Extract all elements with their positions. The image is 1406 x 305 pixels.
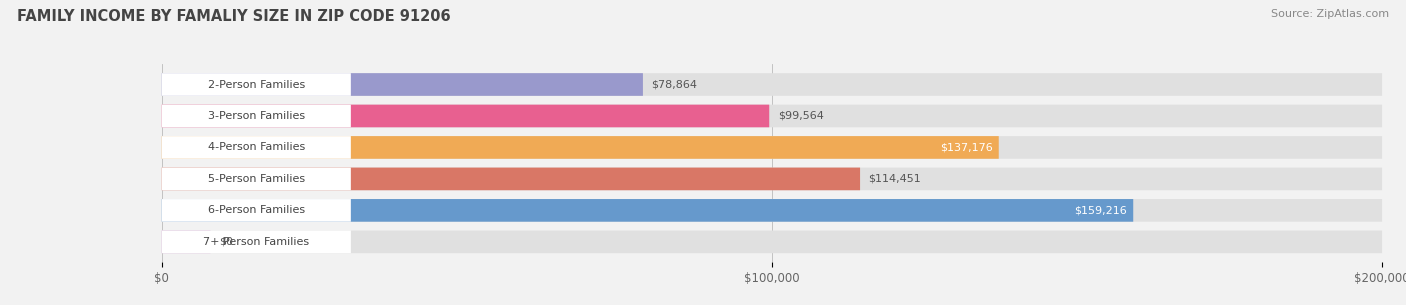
Text: 3-Person Families: 3-Person Families [208,111,305,121]
FancyBboxPatch shape [162,105,352,127]
FancyBboxPatch shape [162,199,1382,222]
FancyBboxPatch shape [162,167,1382,190]
FancyBboxPatch shape [162,105,769,127]
FancyBboxPatch shape [162,73,352,96]
Text: $137,176: $137,176 [939,142,993,152]
FancyBboxPatch shape [162,167,352,190]
FancyBboxPatch shape [162,136,1382,159]
FancyBboxPatch shape [162,199,1133,222]
FancyBboxPatch shape [162,231,352,253]
Text: $0: $0 [219,237,233,247]
Text: 2-Person Families: 2-Person Families [208,80,305,89]
Text: Source: ZipAtlas.com: Source: ZipAtlas.com [1271,9,1389,19]
Text: 5-Person Families: 5-Person Families [208,174,305,184]
Text: $159,216: $159,216 [1074,205,1128,215]
Text: $114,451: $114,451 [869,174,921,184]
Text: FAMILY INCOME BY FAMALIY SIZE IN ZIP CODE 91206: FAMILY INCOME BY FAMALIY SIZE IN ZIP COD… [17,9,450,24]
Text: 4-Person Families: 4-Person Families [208,142,305,152]
Text: 6-Person Families: 6-Person Families [208,205,305,215]
FancyBboxPatch shape [162,136,352,159]
FancyBboxPatch shape [162,136,998,159]
FancyBboxPatch shape [162,231,211,253]
FancyBboxPatch shape [162,73,643,96]
FancyBboxPatch shape [162,167,860,190]
FancyBboxPatch shape [162,231,1382,253]
Text: $78,864: $78,864 [651,80,697,89]
Text: $99,564: $99,564 [778,111,824,121]
FancyBboxPatch shape [162,105,1382,127]
FancyBboxPatch shape [162,199,352,222]
Text: 7+ Person Families: 7+ Person Families [204,237,309,247]
FancyBboxPatch shape [162,73,1382,96]
